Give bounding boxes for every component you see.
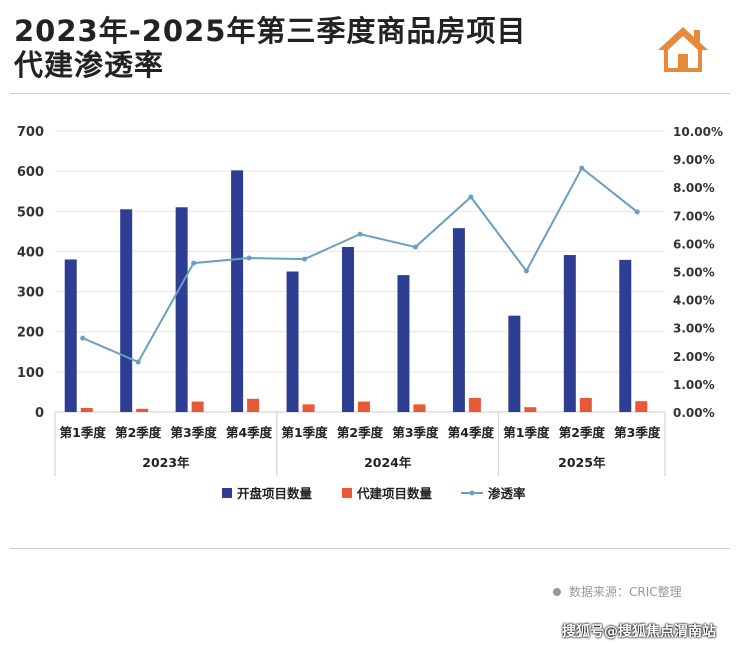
line-point [302,256,308,262]
house-icon [658,27,708,72]
line-point [523,268,529,274]
bar-开盘项目数量 [563,255,576,412]
line-渗透率 [82,166,638,364]
x-tick-label: 第2季度 [559,425,606,440]
page-title: 2023年-2025年第三季度商品房项目 代建渗透率 [14,14,526,82]
bar-代建项目数量 [136,408,149,412]
y-right-tick-label: 8.00% [673,181,715,195]
chart: 0 100 200 300 400 500 600 700 0.00% 1.00% 2.00% 3.0… [17,125,723,501]
group-label: 2024年 [364,455,412,470]
y-right-tick-label: 0.00% [673,406,715,420]
line-point [468,194,474,200]
y-right-tick-label: 4.00% [673,294,715,308]
bar-代建项目数量 [413,404,426,412]
bar-开盘项目数量 [286,271,299,412]
y-left-tick-label: 400 [17,245,44,260]
x-tick-label: 第3季度 [171,425,218,440]
bar-开盘项目数量 [175,207,188,412]
bar-代建项目数量 [302,404,315,412]
bullet-icon [553,588,561,596]
line-point [246,255,252,261]
x-tick-label: 第2季度 [337,425,384,440]
x-tick-label: 第1季度 [503,425,550,440]
divider-bottom [10,548,730,549]
y-left-tick-label: 600 [17,165,44,180]
y-right-tick-label: 10.00% [673,125,723,139]
bar-代建项目数量 [80,407,93,412]
line-point [579,165,585,171]
y-right-tick-label: 6.00% [673,237,715,251]
legend-swatch-代建项目数量 [342,488,352,498]
title-line-1: 2023年-2025年第三季度商品房项目 [14,14,527,48]
bar-代建项目数量 [247,398,260,412]
line-point [135,359,141,365]
legend-marker [469,490,475,496]
y-left-tick-label: 300 [17,286,44,301]
x-tick-label: 第2季度 [115,425,162,440]
line-point [191,260,197,266]
bar-开盘项目数量 [231,170,244,412]
y-right-tick-label: 5.00% [673,266,715,280]
source-text: 数据来源：CRIC整理 [569,585,682,599]
y-right-tick-label: 2.00% [673,350,715,364]
y-left-tick-label: 0 [35,406,44,421]
legend-label: 代建项目数量 [356,486,433,501]
line-point [357,231,363,237]
x-tick-label: 第1季度 [281,425,328,440]
bar-代建项目数量 [579,397,592,412]
bar-代建项目数量 [468,397,481,412]
y-left-tick-label: 100 [17,366,44,381]
bar-开盘项目数量 [120,209,133,412]
bar-代建项目数量 [358,401,370,412]
legend-label: 渗透率 [488,486,526,501]
bar-代建项目数量 [635,401,648,412]
y-right-tick-label: 3.00% [673,322,715,336]
y-right-tick-label: 1.00% [673,378,715,392]
line-point [80,335,86,341]
y-left-tick-label: 700 [17,125,44,140]
bar-代建项目数量 [524,407,537,412]
y-right-tick-label: 9.00% [673,153,715,167]
legend-label: 开盘项目数量 [237,486,313,501]
bar-开盘项目数量 [342,247,354,412]
x-tick-label: 第1季度 [60,425,107,440]
bar-开盘项目数量 [452,228,465,412]
x-tick-label: 第3季度 [614,425,661,440]
legend-swatch-开盘项目数量 [222,488,232,498]
group-label: 2023年 [142,455,190,470]
y-left-tick-label: 500 [17,205,44,220]
bar-开盘项目数量 [619,259,632,412]
title-line-2: 代建渗透率 [14,48,165,82]
line-point [412,244,418,250]
source-note: 数据来源：CRIC整理 [553,583,682,600]
x-tick-label: 第4季度 [226,425,273,440]
group-label: 2025年 [558,455,606,470]
bar-开盘项目数量 [64,259,77,412]
credit-text: 搜狐号@搜狐焦点渭南站 [562,624,716,640]
y-right-tick-label: 7.00% [673,209,715,223]
bar-开盘项目数量 [508,315,521,412]
divider-top [10,93,730,94]
line-point [634,209,640,215]
x-tick-label: 第3季度 [392,425,439,440]
x-tick-label: 第4季度 [448,425,495,440]
bar-开盘项目数量 [397,275,410,412]
y-left-tick-label: 200 [17,326,44,341]
bar-代建项目数量 [191,401,204,412]
